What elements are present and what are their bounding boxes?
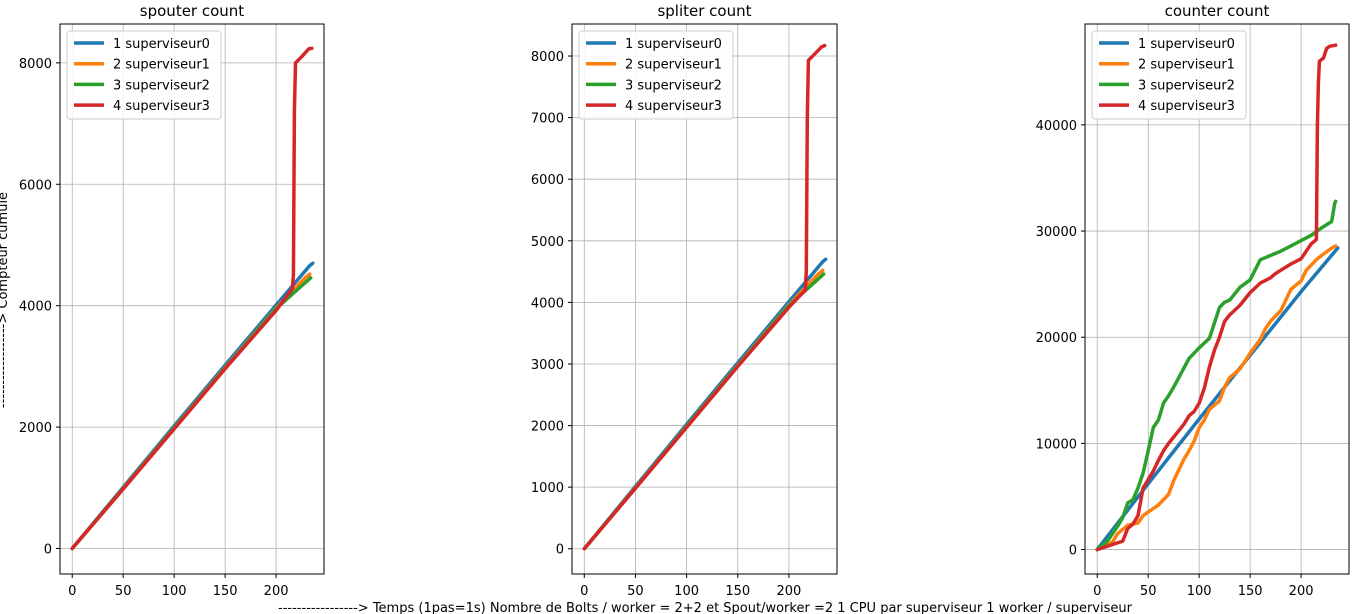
x-tick-label: 200	[264, 584, 289, 599]
y-tick-label: 4000	[19, 300, 52, 315]
legend-label: 1 superviseur0	[113, 37, 210, 52]
chart-title: spliter count	[657, 2, 751, 20]
legend-label: 4 superviseur3	[625, 99, 722, 114]
series-line-3	[1095, 199, 1338, 552]
legend-label: 2 superviseur1	[625, 58, 722, 73]
y-tick-label: 2000	[19, 421, 52, 436]
y-tick-label: 40000	[1036, 119, 1077, 134]
series-line-4	[582, 43, 827, 551]
plot-frame	[59, 23, 325, 575]
x-tick-label: 150	[213, 584, 238, 599]
legend-label: 1 superviseur0	[625, 37, 722, 52]
y-axis-label: ------------------> Compteur cumulé	[0, 192, 11, 408]
y-tick-label: 6000	[19, 178, 52, 193]
x-tick-label: 100	[1187, 584, 1212, 599]
x-tick-label: 200	[1289, 584, 1314, 599]
legend-label: 4 superviseur3	[1138, 99, 1235, 114]
x-tick-label: 0	[580, 584, 588, 599]
x-tick-label: 50	[1140, 584, 1157, 599]
y-tick-label: 4000	[531, 296, 564, 311]
y-tick-label: 8000	[19, 57, 52, 72]
legend-box	[1091, 30, 1247, 120]
series-line-1	[1095, 246, 1340, 552]
plot-frame	[1084, 23, 1350, 575]
legend-label: 2 superviseur1	[113, 58, 210, 73]
x-tick-label: 100	[162, 584, 187, 599]
y-tick-label: 1000	[531, 481, 564, 496]
x-tick-label: 150	[1238, 584, 1263, 599]
x-axis-label: -----------------> Temps (1pas=1s) Nombr…	[278, 601, 1133, 614]
x-tick-label: 100	[674, 584, 699, 599]
x-tick-label: 0	[1093, 584, 1101, 599]
legend-label: 2 superviseur1	[1138, 58, 1235, 73]
y-tick-label: 20000	[1036, 331, 1077, 346]
series-line-4	[70, 46, 314, 551]
y-tick-label: 0	[1069, 544, 1077, 559]
legend-box	[66, 30, 222, 120]
series-line-2	[1095, 244, 1338, 552]
y-tick-label: 2000	[531, 420, 564, 435]
y-tick-label: 30000	[1036, 225, 1077, 240]
y-tick-label: 0	[44, 543, 52, 558]
x-tick-label: 150	[725, 584, 750, 599]
x-tick-label: 0	[68, 584, 76, 599]
y-tick-label: 0	[556, 543, 564, 558]
chart-title: spouter count	[140, 2, 245, 20]
y-tick-label: 3000	[531, 358, 564, 373]
chart-panel-3: 0 50 100 150 200 0 10000 20000 30000 40000 counter…	[1036, 2, 1350, 599]
legend-label: 3 superviseur2	[625, 78, 722, 93]
y-tick-label: 10000	[1036, 437, 1077, 452]
chart-panel-2: 0 50 100 150 2000100020003000400050006000700…	[531, 2, 838, 599]
y-tick-label: 6000	[531, 173, 564, 188]
y-tick-label: 8000	[531, 50, 564, 65]
legend-box	[578, 30, 734, 120]
legend-label: 3 superviseur2	[113, 78, 210, 93]
series-line-4	[1095, 43, 1338, 552]
y-tick-label: 7000	[531, 112, 564, 127]
x-tick-label: 200	[776, 584, 801, 599]
legend-label: 3 superviseur2	[1138, 78, 1235, 93]
plot-frame	[571, 23, 838, 575]
legend-label: 1 superviseur0	[1138, 37, 1235, 52]
legend-label: 4 superviseur3	[113, 99, 210, 114]
y-tick-label: 5000	[531, 235, 564, 250]
chart-title: counter count	[1165, 2, 1270, 20]
x-tick-label: 50	[115, 584, 132, 599]
x-tick-label: 50	[627, 584, 644, 599]
